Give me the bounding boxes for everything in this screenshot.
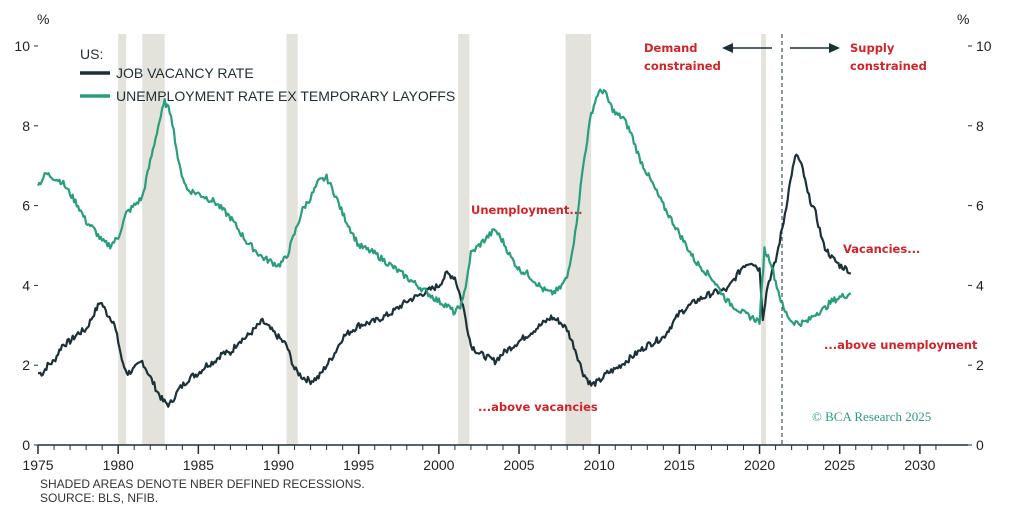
y-tick-label-left: 2 (22, 357, 30, 373)
annotation-demand-line1: Demand (644, 41, 698, 55)
y-tick-label-right: 4 (976, 277, 984, 293)
annotation-unemployment: Unemployment... (471, 203, 582, 217)
y-tick-label-left: 10 (14, 38, 30, 54)
legend-label-vacancy: JOB VACANCY RATE (116, 65, 254, 81)
recession-band-3 (458, 34, 470, 445)
annotation-above-unemployment: ...above unemployment (824, 338, 978, 352)
footnote-recessions: SHADED AREAS DENOTE NBER DEFINED RECESSI… (40, 477, 365, 491)
x-tick-label: 2030 (904, 457, 935, 473)
y-axis-right-labels: 0 2 4 6 8 10 (976, 38, 992, 453)
legend: US: JOB VACANCY RATE UNEMPLOYMENT RATE E… (80, 46, 455, 104)
y-tick-label-left: 6 (22, 198, 30, 214)
y-tick-label-right: 8 (976, 118, 984, 134)
y-unit-left: % (37, 11, 49, 27)
x-tick-label: 2000 (423, 457, 454, 473)
x-tick-label: 2005 (503, 457, 534, 473)
arrow-right-head-icon (829, 43, 840, 53)
legend-title: US: (80, 46, 103, 62)
series-lines (37, 88, 852, 408)
y-tick-label-left: 8 (22, 118, 30, 134)
x-tick-label: 1980 (103, 457, 134, 473)
y-axis-left-labels: 0 2 4 6 8 10 (14, 38, 30, 453)
x-tick-label: 2020 (744, 457, 775, 473)
annotation-supply-line2: constrained (850, 59, 927, 73)
series-line-unemployment (37, 88, 852, 328)
brand-credit: © BCA Research 2025 (812, 409, 931, 424)
y-tick-label-right: 6 (976, 198, 984, 214)
legend-label-unemployment: UNEMPLOYMENT RATE EX TEMPORARY LAYOFFS (116, 88, 455, 104)
regime-annotations: Demand constrained Supply constrained (644, 41, 927, 73)
x-tick-label: 1975 (22, 457, 53, 473)
x-axis-labels: 1975 1980 1985 1990 1995 2000 2005 2010 2015 2020… (22, 457, 935, 473)
annotation-supply-line1: Supply (850, 41, 895, 55)
annotation-above-vacancies: ...above vacancies (478, 400, 598, 414)
annotation-demand-line2: constrained (644, 59, 721, 73)
x-tick-label: 1995 (343, 457, 374, 473)
x-tick-label: 2010 (584, 457, 615, 473)
recession-band-0 (118, 34, 127, 445)
annotation-vacancies: Vacancies... (843, 242, 920, 256)
y-unit-right: % (957, 11, 969, 27)
axis-ticks (34, 45, 972, 454)
y-tick-label-right: 2 (976, 357, 984, 373)
recession-band-5 (761, 34, 766, 445)
x-tick-label: 1985 (183, 457, 214, 473)
y-tick-label-right: 0 (976, 437, 984, 453)
x-tick-label: 1990 (263, 457, 294, 473)
recession-band-1 (142, 34, 165, 445)
x-tick-label: 2025 (824, 457, 855, 473)
y-tick-label-left: 4 (22, 277, 30, 293)
y-tick-label-left: 0 (22, 437, 30, 453)
y-tick-label-right: 10 (976, 38, 992, 54)
series-line-vacancy (38, 153, 851, 408)
x-tick-label: 2015 (664, 457, 695, 473)
recession-band-4 (565, 34, 592, 445)
arrow-left-head-icon (722, 43, 733, 53)
footnote-source: SOURCE: BLS, NFIB. (40, 491, 158, 505)
